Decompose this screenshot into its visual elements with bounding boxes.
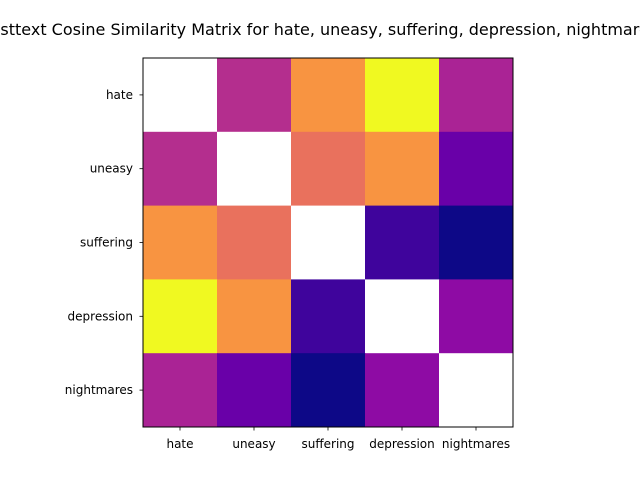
heatmap-cell-depression-nightmares bbox=[439, 279, 514, 354]
heatmap-cell-nightmares-nightmares bbox=[439, 353, 514, 428]
heatmap-cell-depression-uneasy bbox=[217, 279, 292, 354]
heatmap-cell-nightmares-uneasy bbox=[217, 353, 292, 428]
y-tick-label: uneasy bbox=[90, 162, 133, 176]
y-axis-ticks: hate uneasy suffering depression nightmares bbox=[65, 88, 143, 397]
heatmap-cells bbox=[143, 58, 514, 428]
heatmap-cell-hate-depression bbox=[365, 58, 440, 133]
heatmap-cell-uneasy-uneasy bbox=[217, 131, 292, 207]
heatmap-cell-depression-hate bbox=[143, 279, 218, 354]
heatmap-cell-nightmares-suffering bbox=[291, 353, 366, 428]
heatmap-cell-hate-nightmares bbox=[439, 58, 514, 133]
x-axis-ticks: hate uneasy suffering depression nightmares bbox=[166, 427, 510, 451]
x-tick-label: uneasy bbox=[232, 437, 275, 451]
y-tick-label: nightmares bbox=[65, 383, 133, 397]
heatmap-cell-hate-hate bbox=[143, 58, 218, 133]
y-tick-label: depression bbox=[68, 309, 133, 323]
heatmap-cell-hate-uneasy bbox=[217, 58, 292, 133]
heatmap-cell-suffering-depression bbox=[365, 205, 440, 280]
heatmap-cell-nightmares-hate bbox=[143, 353, 218, 428]
chart-title: Fasttext Cosine Similarity Matrix for ha… bbox=[0, 20, 640, 39]
heatmap-cell-uneasy-nightmares bbox=[439, 131, 514, 207]
heatmap-cell-nightmares-depression bbox=[365, 353, 440, 428]
y-tick-label: hate bbox=[106, 88, 133, 102]
heatmap-cell-hate-suffering bbox=[291, 58, 366, 133]
x-tick-label: hate bbox=[166, 437, 193, 451]
heatmap-cell-suffering-nightmares bbox=[439, 205, 514, 280]
x-tick-label: depression bbox=[369, 437, 434, 451]
heatmap-cell-suffering-hate bbox=[143, 205, 218, 280]
x-tick-label: nightmares bbox=[442, 437, 510, 451]
heatmap-cell-suffering-suffering bbox=[291, 205, 366, 280]
heatmap-cell-uneasy-depression bbox=[365, 131, 440, 207]
heatmap-cell-depression-suffering bbox=[291, 279, 366, 354]
heatmap-cell-uneasy-hate bbox=[143, 131, 218, 207]
x-tick-label: suffering bbox=[302, 437, 355, 451]
y-tick-label: suffering bbox=[80, 236, 133, 250]
heatmap-cell-depression-depression bbox=[365, 279, 440, 354]
heatmap-cell-uneasy-suffering bbox=[291, 131, 366, 207]
heatmap-cell-suffering-uneasy bbox=[217, 205, 292, 280]
